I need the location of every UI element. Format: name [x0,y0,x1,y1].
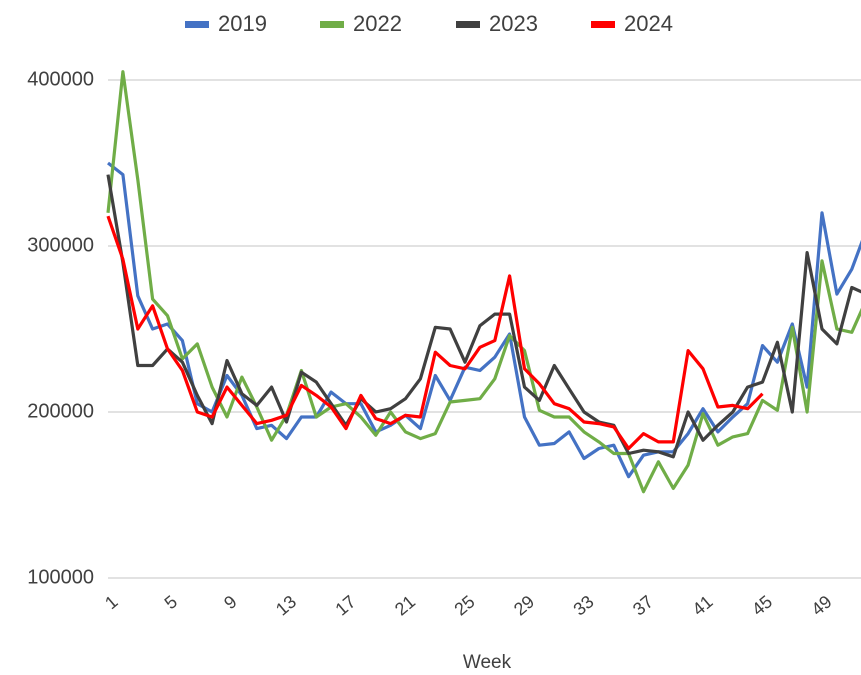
legend-label: 2022 [353,11,402,36]
legend-swatch [591,21,615,28]
y-tick-label: 300000 [27,234,94,256]
x-tick-label: 5 [161,591,182,613]
y-tick-label: 400000 [27,68,94,90]
legend-label: 2024 [624,11,673,36]
x-tick-label: 37 [629,591,657,619]
x-tick-label: 25 [450,591,478,619]
x-tick-label: 21 [391,591,419,619]
y-tick-label: 200000 [27,400,94,422]
y-tick-label: 100000 [27,566,94,588]
x-tick-label: 45 [748,591,776,619]
legend-label: 2023 [489,11,538,36]
x-tick-label: 17 [331,591,359,619]
x-tick-label: 9 [220,591,241,613]
series-line [106,70,861,494]
x-tick-label: 49 [807,591,835,619]
x-tick-label: 33 [569,591,597,619]
x-tick-label: 29 [510,591,538,619]
series-line [107,161,861,479]
x-tick-label: 13 [272,591,300,619]
series-line [106,174,861,459]
x-tick-label: 1 [101,591,122,613]
x-tick-label: 41 [688,591,716,619]
x-axis-label: Week [463,652,512,673]
legend-swatch [185,21,209,28]
legend-swatch [456,21,480,28]
series-line [106,215,764,451]
legend-label: 2019 [218,11,267,36]
legend-swatch [320,21,344,28]
